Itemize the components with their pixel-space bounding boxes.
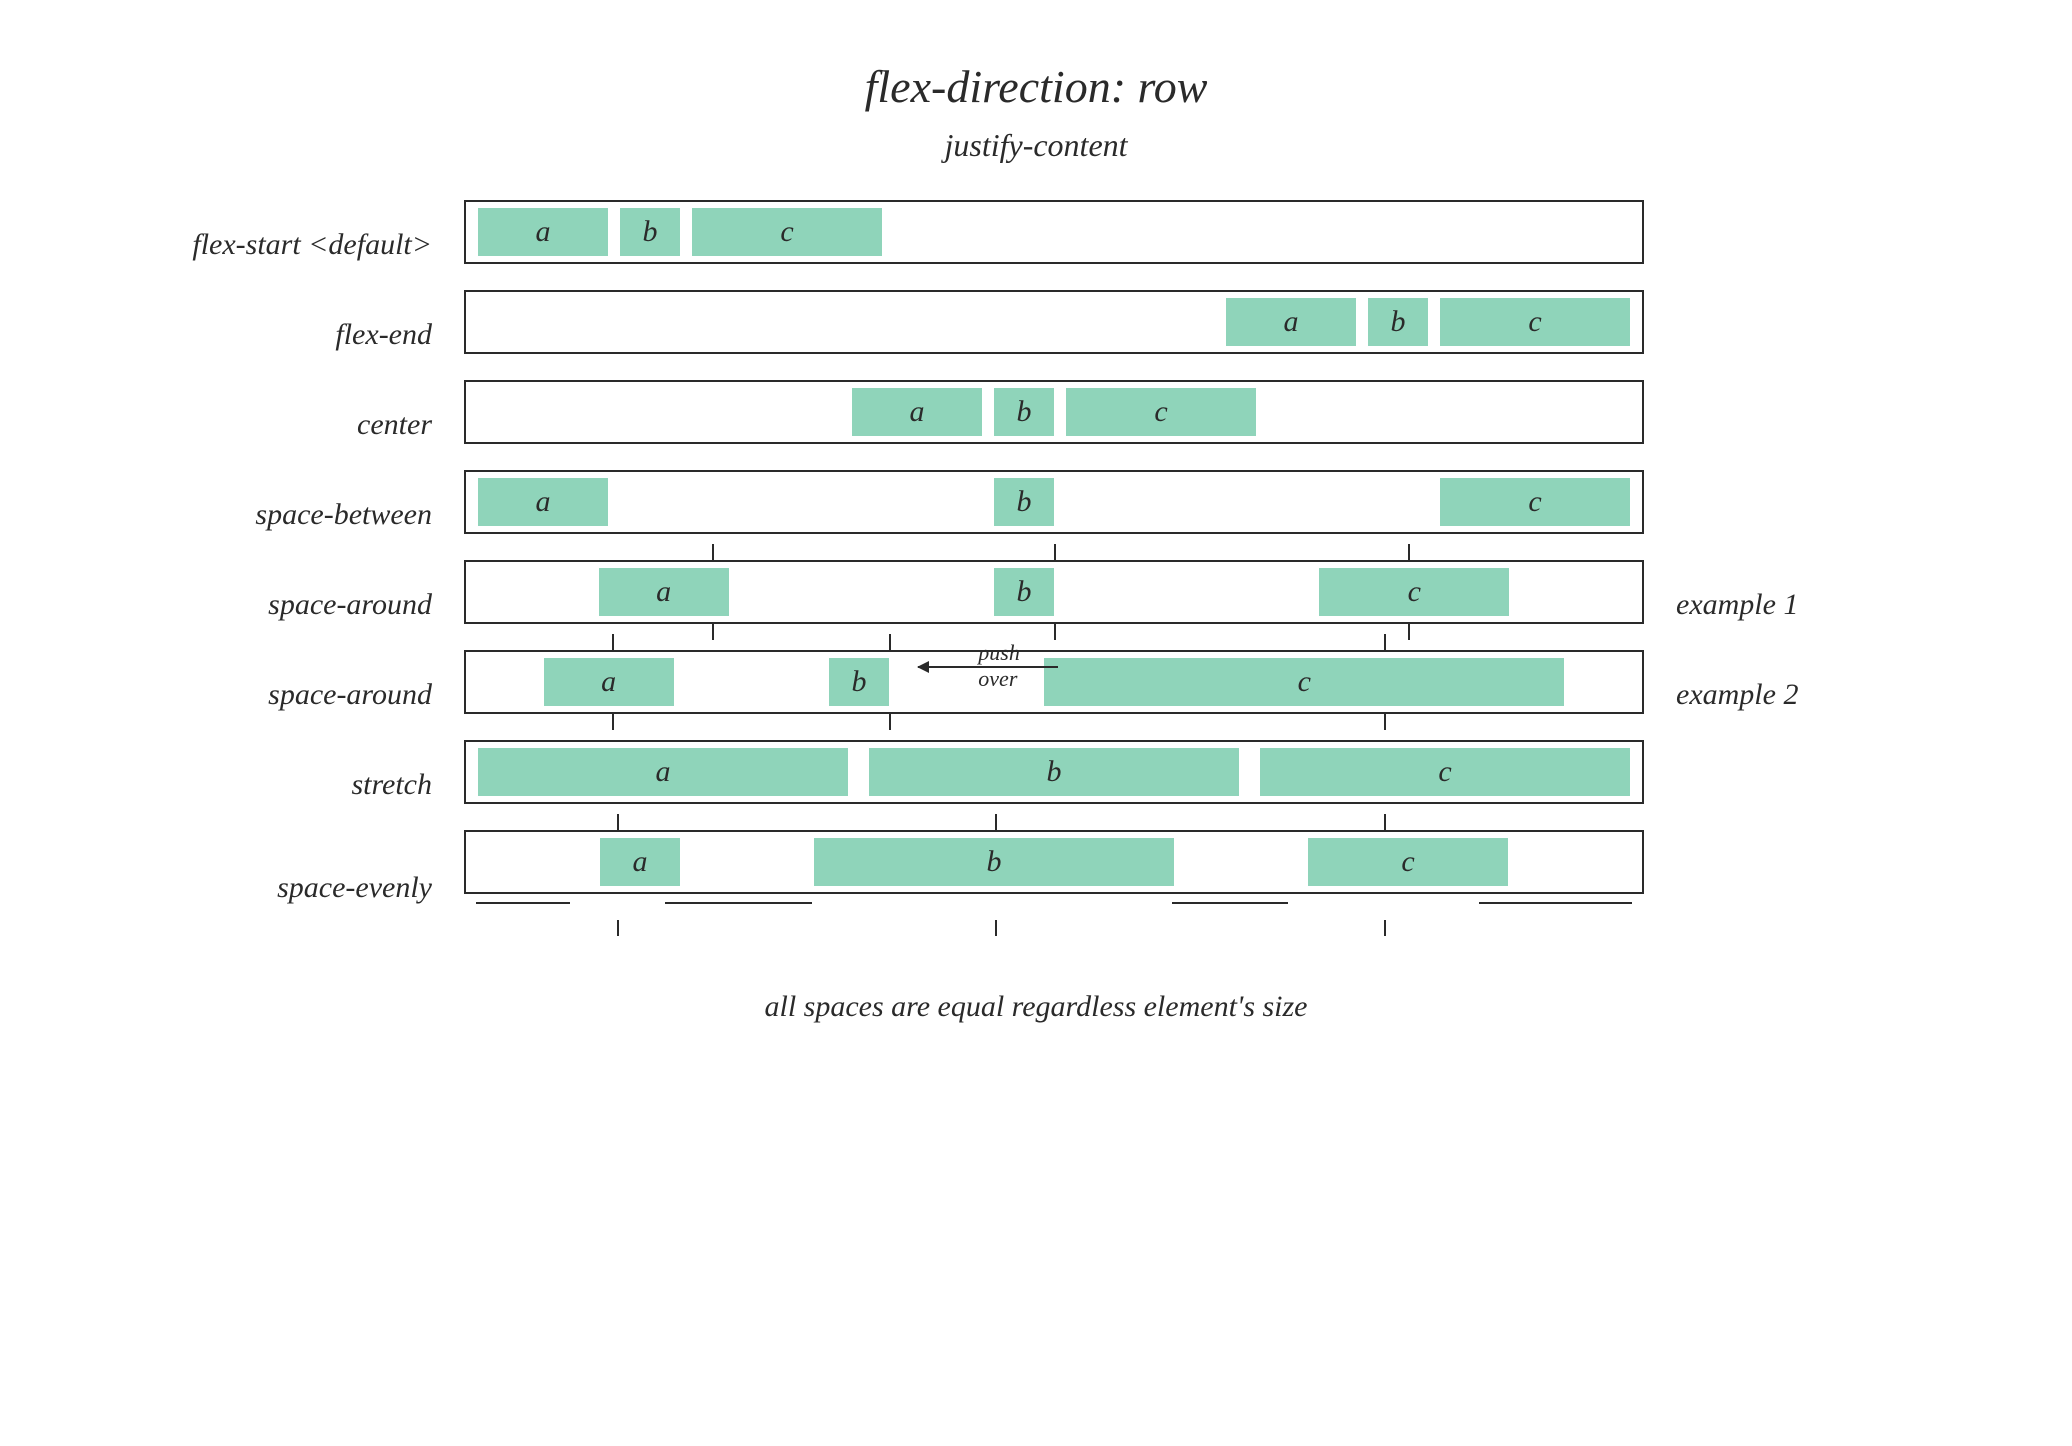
demo-column: abc	[464, 740, 1644, 804]
flex-container: abc	[464, 740, 1644, 804]
flex-item: a	[544, 658, 674, 706]
guide-tick	[617, 814, 619, 830]
demo-column: abc	[464, 380, 1644, 444]
flex-item: a	[478, 208, 608, 256]
flex-item: a	[1226, 298, 1356, 346]
row-label: center	[100, 408, 440, 442]
flex-item: b	[814, 838, 1174, 886]
flex-item: c	[1260, 748, 1630, 796]
flex-item: c	[692, 208, 882, 256]
space-underline	[665, 902, 813, 904]
page-title: flex-direction: row	[60, 60, 2012, 113]
flex-item: c	[1308, 838, 1508, 886]
push-over-arrow: push over	[918, 666, 1058, 668]
guide-tick	[889, 714, 891, 730]
demo-grid: flex-start <default>abcflex-endabccenter…	[100, 200, 2012, 946]
row-right-label: example 1	[1668, 588, 1908, 622]
guide-tick	[1384, 714, 1386, 730]
flex-item: a	[478, 748, 848, 796]
demo-column: a b c	[464, 830, 1644, 920]
guide-tick	[889, 634, 891, 650]
flex-container: abc	[464, 290, 1644, 354]
flex-item: b	[994, 568, 1054, 616]
flex-item: b	[994, 388, 1054, 436]
space-underline	[1479, 902, 1632, 904]
flex-item: b	[1368, 298, 1428, 346]
row-label: flex-end	[100, 318, 440, 352]
flex-item: c	[1440, 298, 1630, 346]
flex-item: b	[829, 658, 889, 706]
flex-container: a b c	[464, 560, 1644, 624]
guide-tick	[1054, 624, 1056, 640]
row-label: space-around	[100, 678, 440, 712]
flex-item: b	[869, 748, 1239, 796]
flex-item: a	[852, 388, 982, 436]
demo-column: a b c	[464, 470, 1644, 534]
demo-column: abc	[464, 200, 1644, 264]
flex-item: a	[599, 568, 729, 616]
guide-tick	[1054, 544, 1056, 560]
guide-tick	[1408, 544, 1410, 560]
row-label: space-around	[100, 588, 440, 622]
page-subtitle: justify-content	[60, 127, 2012, 164]
guide-tick	[1384, 920, 1386, 936]
flex-item: b	[994, 478, 1054, 526]
guide-tick	[995, 920, 997, 936]
guide-tick	[995, 814, 997, 830]
space-underline	[476, 902, 570, 904]
demo-column: abc	[464, 290, 1644, 354]
guide-tick	[612, 634, 614, 650]
row-label: space-between	[100, 498, 440, 532]
space-underline	[1172, 902, 1288, 904]
guide-tick	[1384, 814, 1386, 830]
flex-container: abc	[464, 200, 1644, 264]
flex-item: a	[478, 478, 608, 526]
demo-column: a b c	[464, 560, 1644, 624]
flex-container: a b c	[464, 830, 1644, 894]
flex-container: a b c	[464, 470, 1644, 534]
flex-item: a	[600, 838, 680, 886]
guide-tick	[1408, 624, 1410, 640]
demo-column: a b cpush over	[464, 650, 1644, 714]
flex-item: c	[1044, 658, 1564, 706]
flex-container: abc	[464, 380, 1644, 444]
footer-note: all spaces are equal regardless element'…	[60, 990, 2012, 1024]
guide-tick	[712, 544, 714, 560]
row-label: flex-start <default>	[100, 228, 440, 262]
row-label: stretch	[100, 768, 440, 802]
flex-item: c	[1440, 478, 1630, 526]
flex-item: b	[620, 208, 680, 256]
space-underline-row	[464, 902, 1644, 920]
row-right-label: example 2	[1668, 678, 1908, 712]
guide-tick	[1384, 634, 1386, 650]
flex-item: c	[1319, 568, 1509, 616]
guide-tick	[712, 624, 714, 640]
row-label: space-evenly	[100, 871, 440, 905]
flex-item: c	[1066, 388, 1256, 436]
guide-tick	[612, 714, 614, 730]
push-over-label: push over	[978, 640, 1058, 692]
guide-tick	[617, 920, 619, 936]
